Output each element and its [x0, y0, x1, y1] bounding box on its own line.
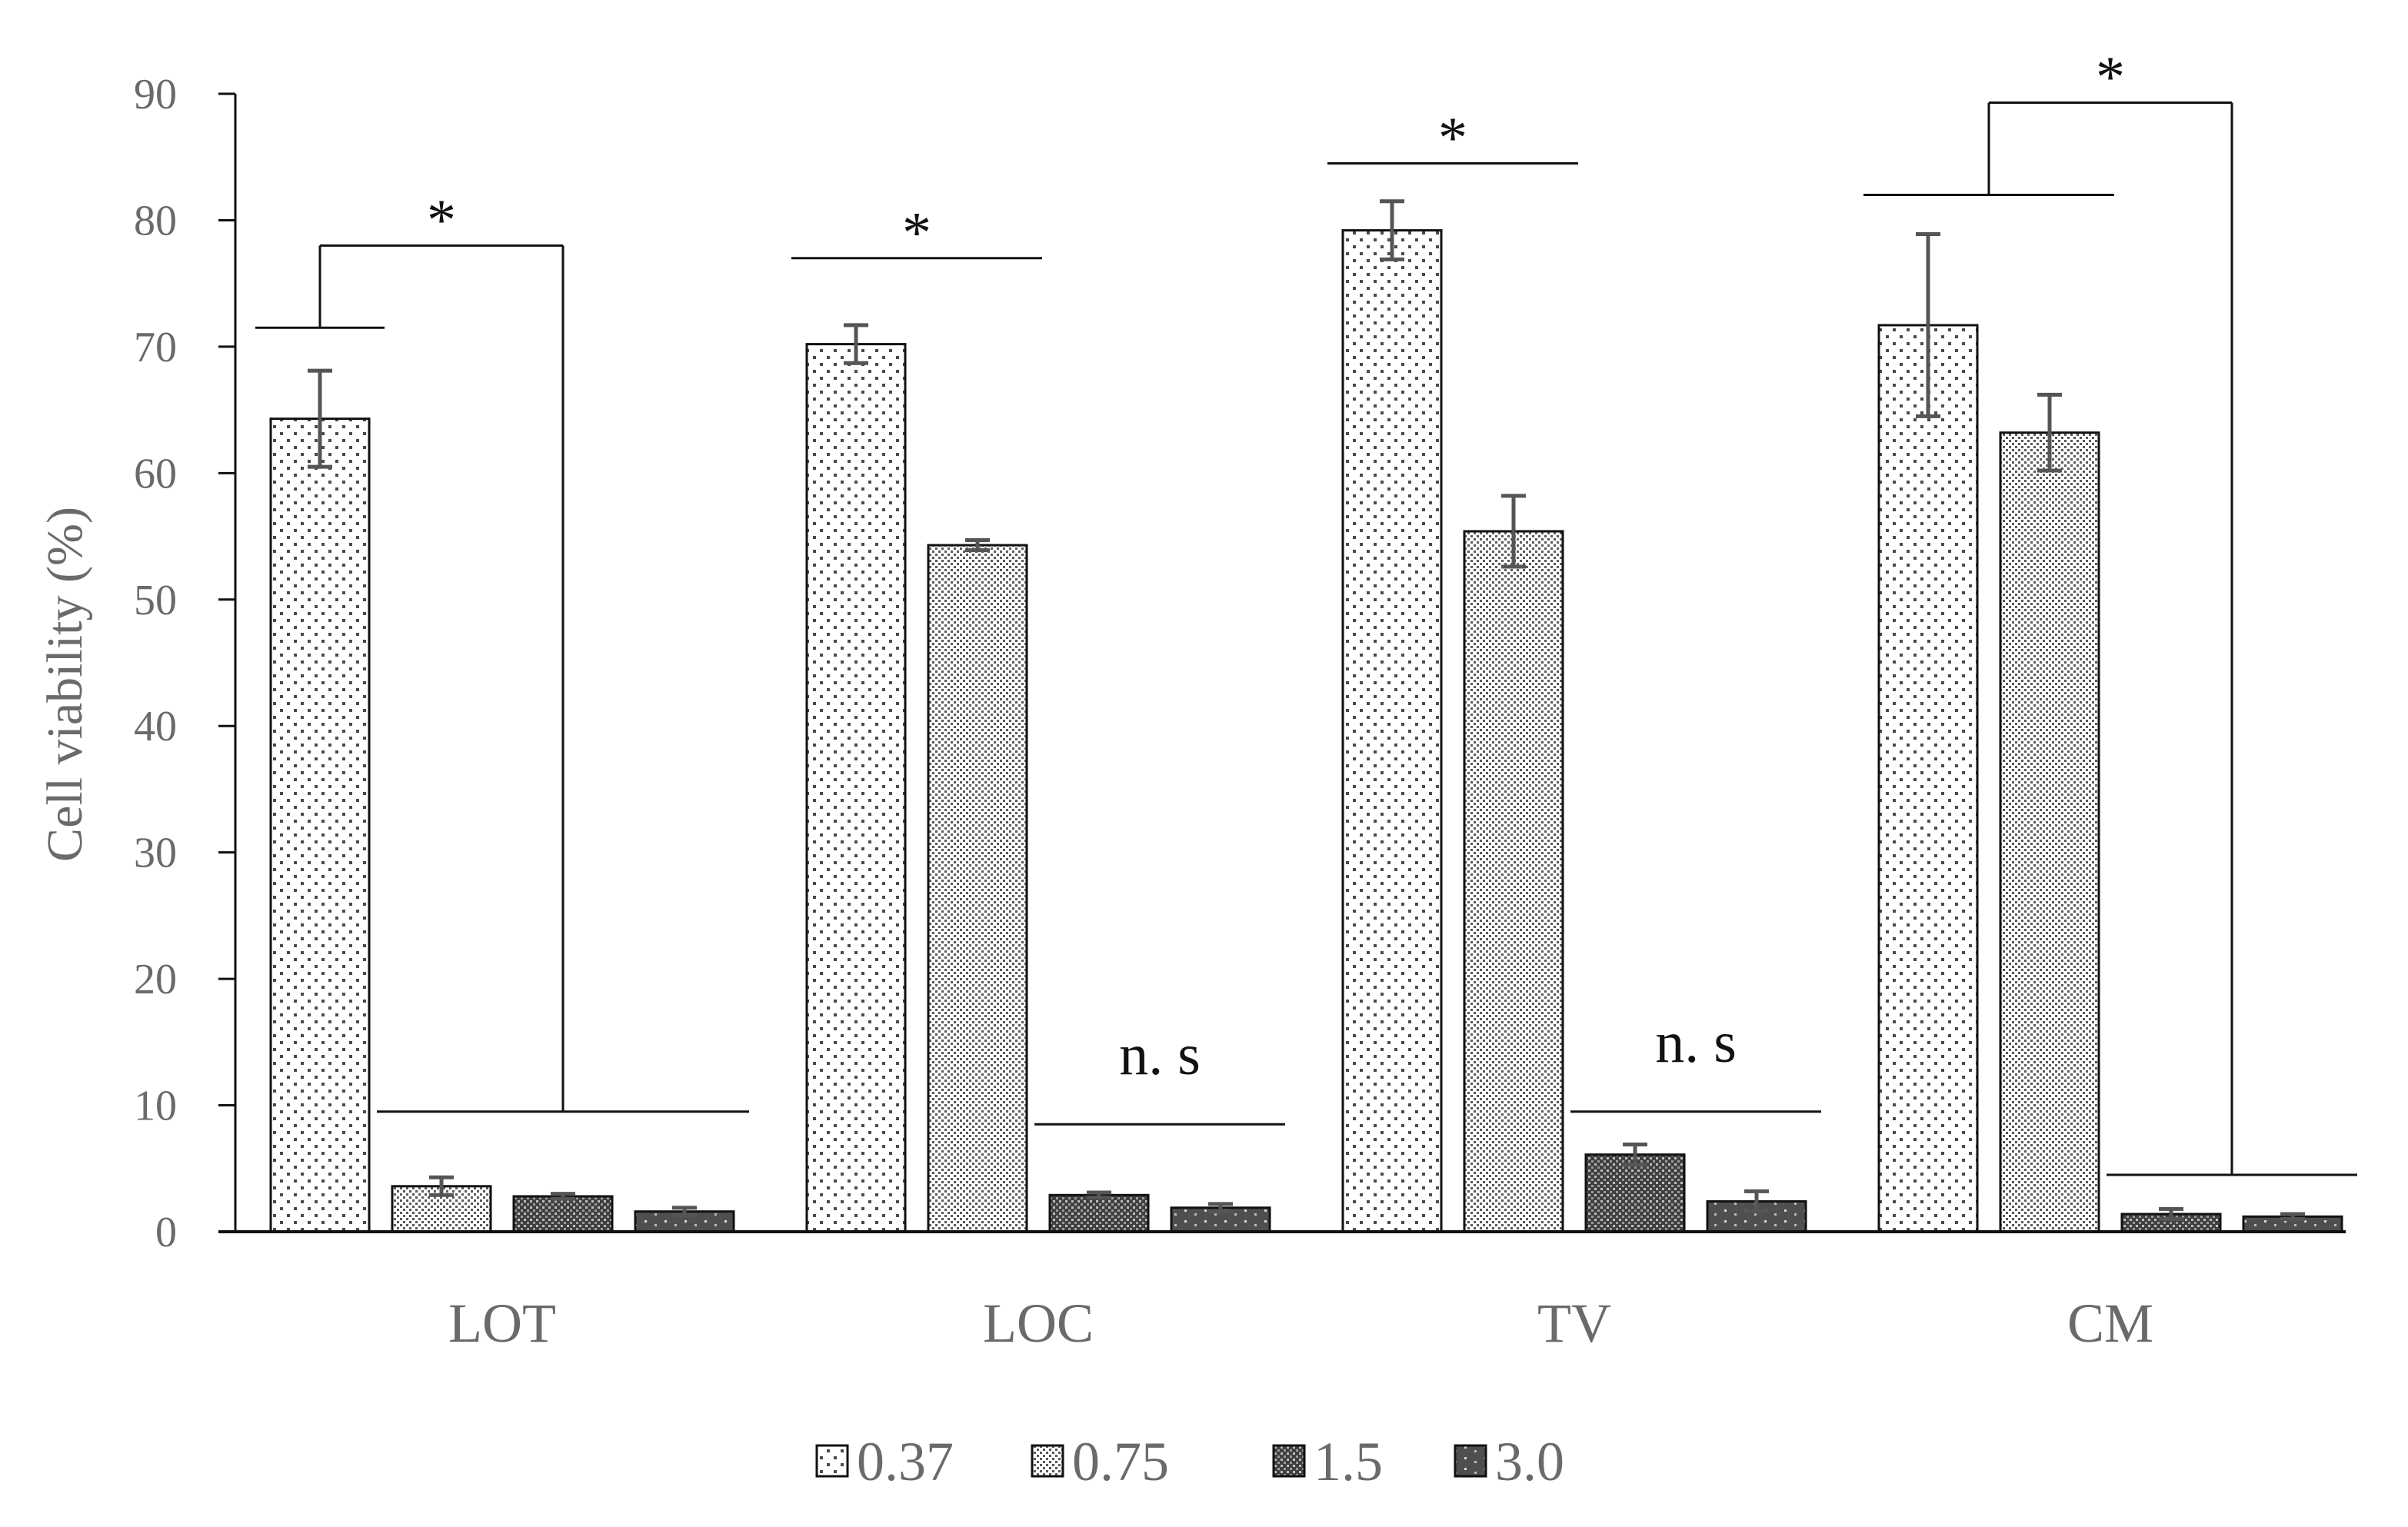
- bar: [269, 418, 371, 1233]
- bar: [1877, 324, 1979, 1233]
- bars: [269, 199, 2343, 1233]
- bar: [1463, 530, 1564, 1233]
- legend-label: 0.37: [857, 1431, 954, 1492]
- y-tick-label: 50: [134, 577, 177, 624]
- bar: [512, 1195, 614, 1233]
- legend-swatch: [1454, 1444, 1487, 1478]
- y-tick-label: 30: [134, 830, 177, 877]
- bar: [927, 544, 1028, 1233]
- legend-label: 3.0: [1495, 1431, 1564, 1492]
- bar: [1048, 1193, 1150, 1233]
- bar: [1341, 229, 1443, 1233]
- x-axis-labels: LOT LOC TV CM: [448, 1292, 2153, 1354]
- x-tick-label: CM: [2067, 1292, 2153, 1354]
- y-tick-label: 0: [155, 1209, 177, 1256]
- not-significant-label: n. s: [1655, 1010, 1737, 1075]
- significance-annotations: * * n. s * n. s *: [255, 45, 2357, 1176]
- y-tick-label: 90: [134, 71, 177, 118]
- not-significant-label: n. s: [1119, 1023, 1201, 1087]
- significance-asterisk: *: [2096, 45, 2125, 110]
- y-axis: 0 10 20 30 40 50 60 70 80 90 Cell viability (%): [37, 71, 237, 1256]
- y-tick-label: 70: [134, 324, 177, 371]
- legend-swatch: [1031, 1444, 1064, 1478]
- legend-swatch: [1272, 1444, 1306, 1478]
- significance-asterisk: *: [902, 201, 931, 265]
- y-tick-label: 10: [134, 1083, 177, 1130]
- significance-asterisk: *: [427, 188, 456, 252]
- y-tick-label: 20: [134, 956, 177, 1003]
- y-tick-label: 80: [134, 197, 177, 245]
- y-ticks: 0 10 20 30 40 50 60 70 80 90: [134, 71, 235, 1256]
- x-tick-label: LOT: [448, 1292, 556, 1354]
- bar: [805, 343, 907, 1233]
- y-axis-title: Cell viability (%): [37, 507, 93, 862]
- legend-label: 0.75: [1072, 1431, 1169, 1492]
- legend-label: 1.5: [1314, 1431, 1383, 1492]
- legend-swatch: [815, 1444, 849, 1478]
- y-tick-label: 60: [134, 450, 177, 497]
- bar: [1584, 1153, 1686, 1233]
- significance-asterisk: *: [1438, 105, 1467, 170]
- y-tick-label: 40: [134, 703, 177, 750]
- legend: 0.37 0.75 1.5 3.0: [815, 1431, 1564, 1492]
- x-tick-label: TV: [1537, 1292, 1611, 1354]
- x-tick-label: LOC: [983, 1292, 1094, 1354]
- bar: [1999, 431, 2100, 1233]
